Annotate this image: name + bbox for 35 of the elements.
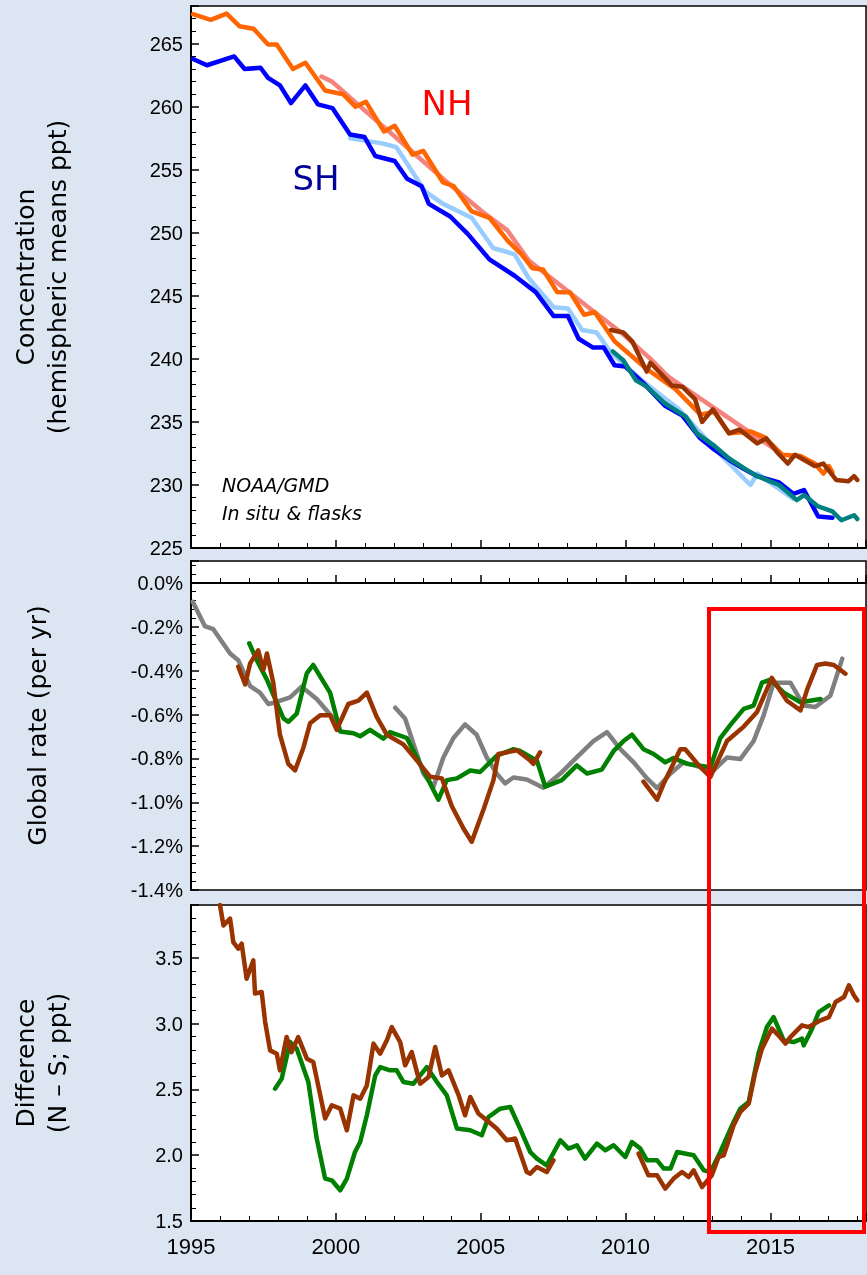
y-tick-label: -0.8%: [130, 747, 184, 770]
y-tick-label: 2.0: [155, 1144, 183, 1167]
y-tick-label: 0.0%: [137, 571, 184, 594]
y-tick-label: -1.4%: [130, 879, 184, 901]
y-tick-label: 265: [149, 32, 183, 55]
y-tick-label: 255: [149, 158, 183, 181]
y-axis-title: Global rate (per yr): [22, 605, 52, 846]
y-axis-title: Concentration (hemispheric means ppt): [10, 119, 72, 435]
y-tick-label: -1.0%: [130, 791, 184, 814]
line-series: [610, 349, 860, 523]
y-tick-label: 3.5: [155, 946, 183, 969]
x-tick-label: 2010: [601, 1233, 651, 1259]
y-tick-label: -1.2%: [130, 835, 184, 858]
y-tick-label: 250: [149, 221, 183, 244]
y-tick-label: -0.2%: [130, 615, 184, 638]
x-tick-label: 1995: [166, 1233, 216, 1259]
y-tick-label: 225: [149, 537, 183, 559]
y-tick-label: 235: [149, 410, 183, 433]
x-tick-label: 2000: [311, 1233, 361, 1259]
annotation: NOAA/GMD In situ & flasks: [222, 474, 363, 524]
y-tick-label: 2.5: [155, 1078, 183, 1101]
y-tick-label: -0.6%: [130, 703, 184, 726]
x-tick-label: 2005: [456, 1233, 506, 1259]
y-tick-label: 260: [149, 95, 183, 118]
annotation: SH: [292, 158, 340, 198]
x-tick-label: 2015: [745, 1233, 795, 1259]
annotation: NH: [421, 83, 473, 123]
y-tick-label: 230: [149, 473, 183, 496]
y-tick-label: 3.0: [155, 1012, 183, 1035]
line-series: [608, 327, 860, 484]
y-tick-label: -0.4%: [130, 659, 184, 682]
y-tick-label: 1.5: [155, 1210, 183, 1232]
y-tick-label: 245: [149, 284, 183, 307]
y-axis-title: Difference (N – S; ppt): [10, 992, 72, 1134]
y-tick-label: 240: [149, 347, 183, 370]
